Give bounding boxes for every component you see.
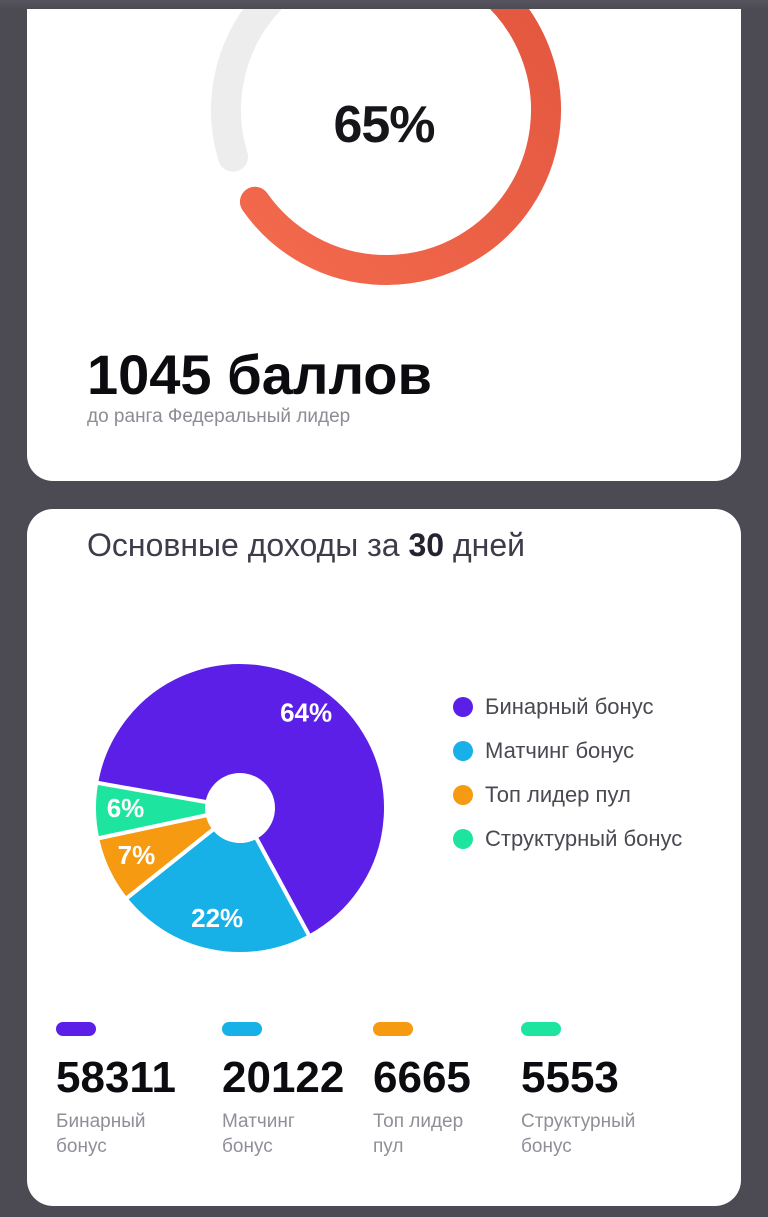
svg-text:22%: 22% bbox=[191, 903, 243, 933]
svg-text:6%: 6% bbox=[107, 793, 145, 823]
svg-text:7%: 7% bbox=[118, 840, 156, 870]
svg-text:64%: 64% bbox=[280, 697, 332, 727]
